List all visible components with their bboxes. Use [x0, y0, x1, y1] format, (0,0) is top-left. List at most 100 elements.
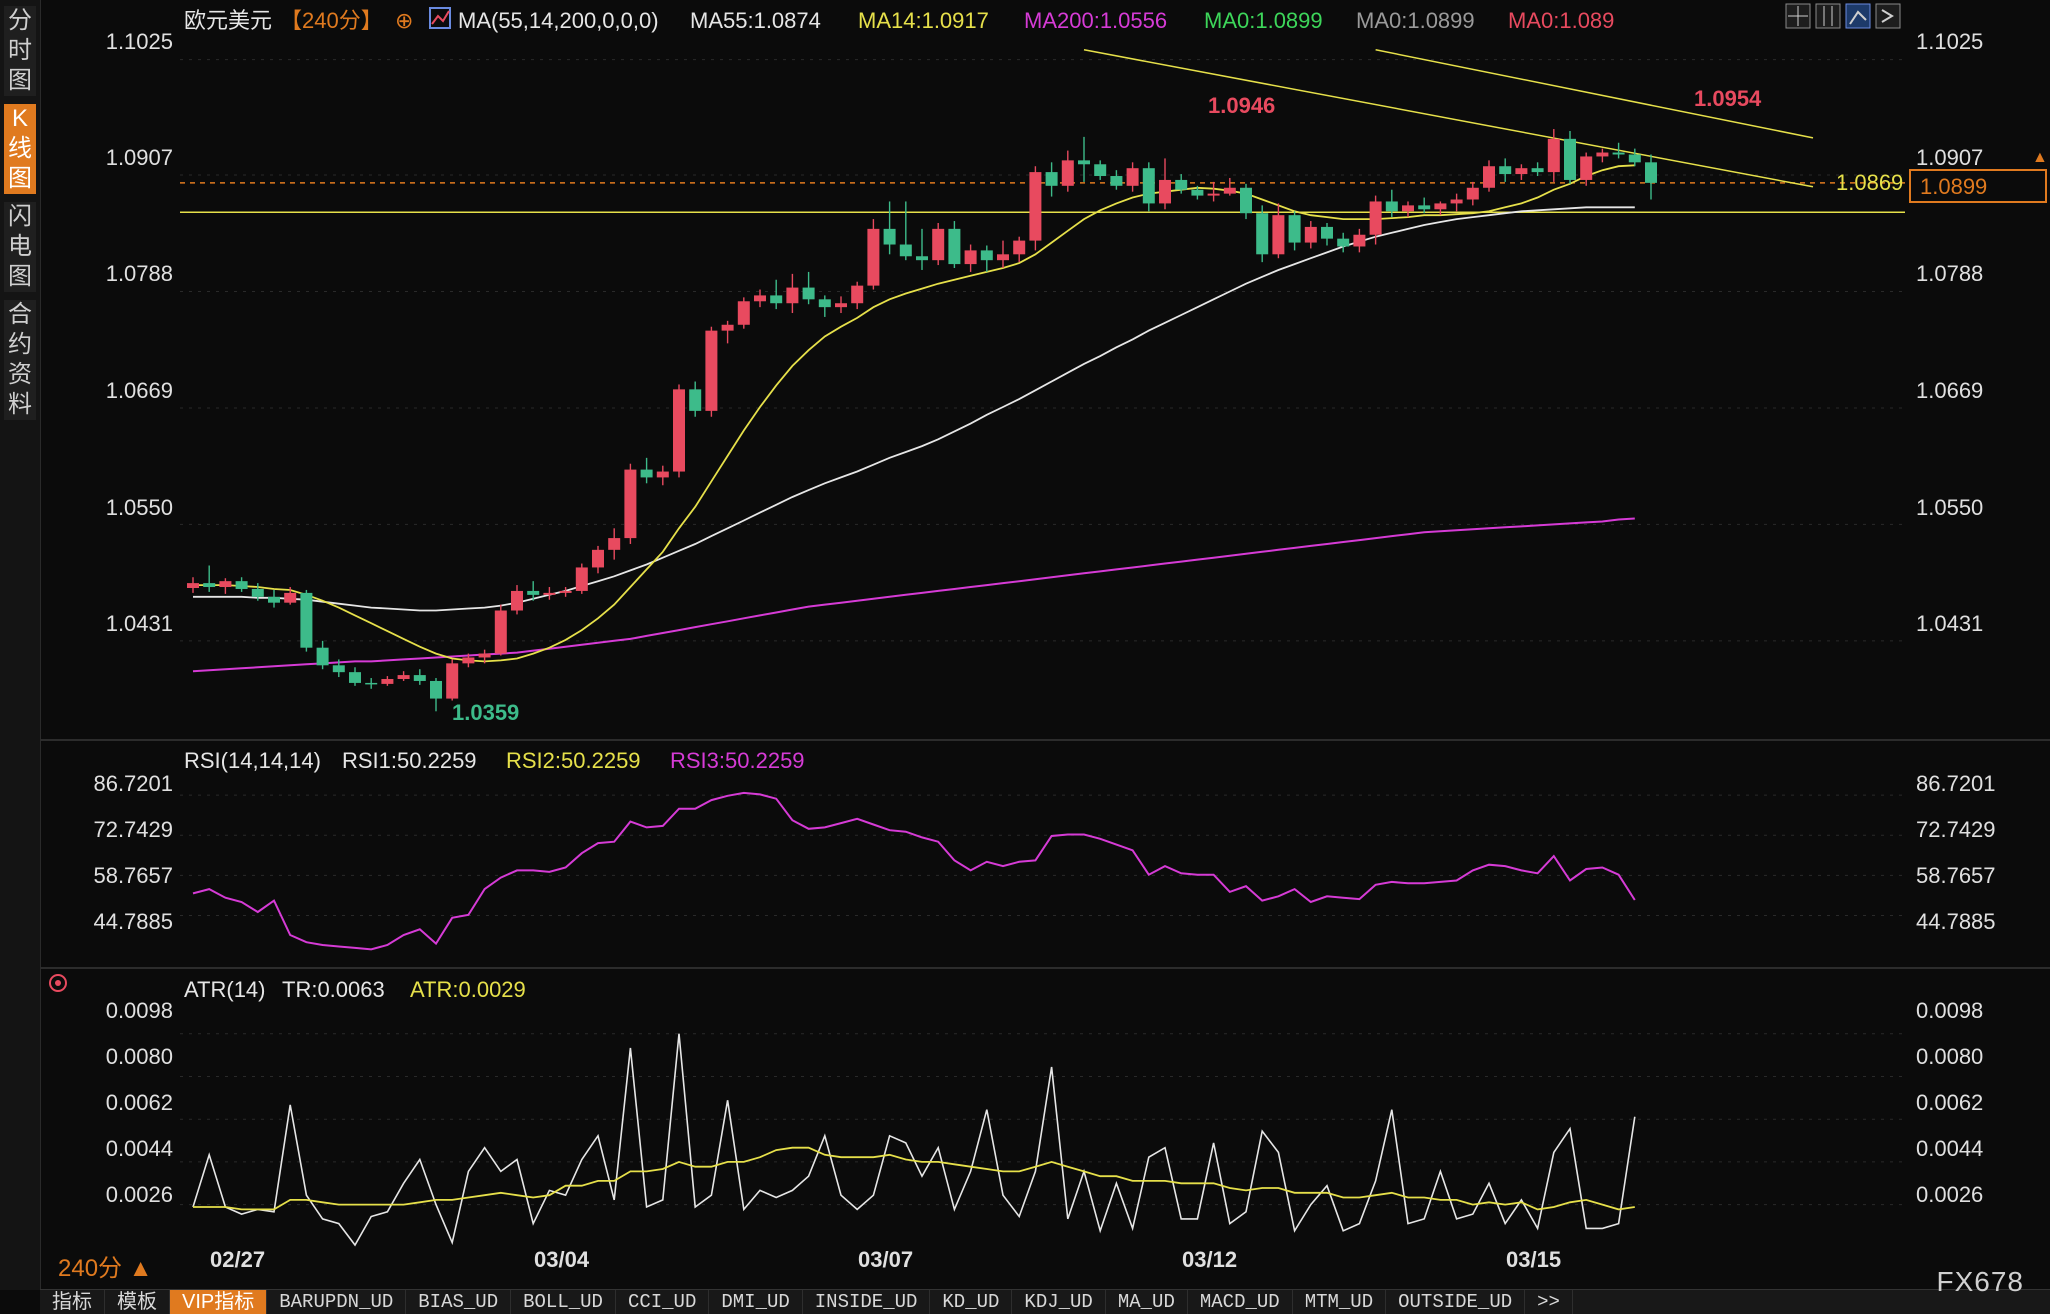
candle-body[interactable] — [413, 675, 426, 681]
candle-body[interactable] — [478, 653, 491, 658]
candle-body[interactable] — [592, 549, 604, 568]
candle-body[interactable] — [754, 295, 766, 302]
tab-mtm[interactable]: MTM_UD — [1293, 1290, 1387, 1314]
candle-body[interactable] — [397, 675, 410, 680]
candle-body[interactable] — [543, 592, 556, 595]
candle-body[interactable] — [948, 228, 961, 265]
trend-line[interactable] — [1083, 49, 1814, 188]
candle-body[interactable] — [1369, 201, 1382, 235]
tab-indicators[interactable]: 指标 — [40, 1290, 105, 1314]
trend-line[interactable] — [1375, 49, 1814, 139]
candle-body[interactable] — [1288, 215, 1301, 243]
candle-body[interactable] — [1191, 189, 1204, 196]
grid-icon[interactable] — [1815, 3, 1841, 29]
candle-body[interactable] — [575, 567, 588, 591]
candle-body[interactable] — [1596, 152, 1609, 157]
candle-body[interactable] — [883, 228, 896, 245]
candle-body[interactable] — [268, 596, 280, 603]
candle-body[interactable] — [1256, 213, 1269, 255]
rsi-panel[interactable] — [180, 791, 1905, 951]
candle-body[interactable] — [786, 287, 799, 304]
candle-body[interactable] — [1450, 199, 1463, 204]
candle-body[interactable] — [1272, 215, 1285, 255]
layout-icon[interactable] — [1785, 3, 1811, 29]
candle-body[interactable] — [1159, 179, 1171, 204]
candle-body[interactable] — [284, 592, 297, 603]
candle-body[interactable] — [1061, 160, 1074, 186]
candle-body[interactable] — [1078, 160, 1090, 165]
candle-body[interactable] — [365, 682, 378, 685]
candle-body[interactable] — [316, 647, 329, 666]
candle-body[interactable] — [673, 389, 685, 472]
candle-body[interactable] — [1612, 152, 1625, 155]
candle-body[interactable] — [899, 244, 912, 257]
candle-body[interactable] — [446, 663, 459, 699]
price-panel[interactable] — [180, 49, 1905, 712]
tab-inside[interactable]: INSIDE_UD — [803, 1290, 931, 1314]
candle-body[interactable] — [608, 538, 621, 550]
candle-body[interactable] — [964, 250, 977, 265]
candle-body[interactable] — [235, 581, 248, 589]
tab-ma[interactable]: MA_UD — [1106, 1290, 1188, 1314]
tab-kd[interactable]: KD_UD — [930, 1290, 1013, 1314]
candle-body[interactable] — [1304, 226, 1317, 243]
candle-body[interactable] — [1434, 203, 1447, 210]
draw-tool-icon[interactable] — [1845, 3, 1871, 29]
tab-templates[interactable]: 模板 — [105, 1290, 170, 1314]
candle-body[interactable] — [1110, 176, 1123, 186]
candle-body[interactable] — [1385, 201, 1398, 212]
tab-outside[interactable]: OUTSIDE_UD — [1386, 1290, 1526, 1314]
candle-body[interactable] — [932, 228, 945, 261]
candle-body[interactable] — [1402, 205, 1414, 212]
candle-body[interactable] — [1142, 168, 1155, 204]
candle-body[interactable] — [381, 679, 394, 684]
tab-more[interactable]: >> — [1525, 1290, 1573, 1314]
candle-body[interactable] — [1466, 187, 1479, 200]
candle-body[interactable] — [1337, 238, 1350, 247]
candle-body[interactable] — [300, 592, 313, 648]
candle-body[interactable] — [1094, 164, 1107, 177]
candle-body[interactable] — [462, 657, 475, 664]
candle-body[interactable] — [1547, 138, 1560, 173]
candle-body[interactable] — [851, 285, 864, 304]
candle-body[interactable] — [494, 610, 507, 654]
candle-body[interactable] — [559, 590, 572, 593]
candle-body[interactable] — [997, 254, 1009, 261]
candle-body[interactable] — [1353, 234, 1366, 247]
candle-body[interactable] — [916, 256, 928, 261]
tab-dmi[interactable]: DMI_UD — [709, 1290, 803, 1314]
candle-body[interactable] — [1240, 187, 1252, 214]
candle-body[interactable] — [1029, 172, 1042, 241]
candle-body[interactable] — [640, 469, 653, 478]
candle-body[interactable] — [737, 301, 750, 325]
candle-body[interactable] — [1645, 162, 1657, 183]
tab-barupdn[interactable]: BARUPDN_UD — [267, 1290, 407, 1314]
candle-body[interactable] — [1321, 226, 1333, 239]
candle-body[interactable] — [203, 583, 216, 588]
candle-body[interactable] — [1564, 138, 1576, 180]
period-selector[interactable]: 240分 ▲ — [58, 1255, 153, 1282]
candle-body[interactable] — [867, 228, 880, 286]
candle-body[interactable] — [802, 287, 815, 300]
candle-body[interactable] — [624, 469, 637, 539]
sidebar-tab-contract[interactable]: 合约资料 — [4, 300, 36, 420]
candle-body[interactable] — [1207, 193, 1220, 196]
tab-macd[interactable]: MACD_UD — [1188, 1290, 1293, 1314]
candle-body[interactable] — [187, 583, 199, 588]
candle-body[interactable] — [1126, 168, 1139, 186]
sidebar-tab-timeshare[interactable]: 分时图 — [4, 6, 36, 96]
candle-body[interactable] — [1628, 154, 1641, 163]
candle-body[interactable] — [251, 588, 264, 597]
atr-settings-icon[interactable] — [49, 974, 67, 992]
candle-body[interactable] — [721, 324, 734, 331]
candle-body[interactable] — [1531, 168, 1544, 173]
candle-body[interactable] — [1418, 205, 1431, 210]
sidebar-tab-kline[interactable]: K线图 — [4, 104, 36, 194]
tab-cci[interactable]: CCI_UD — [616, 1290, 710, 1314]
atr-panel[interactable] — [180, 1033, 1905, 1247]
candle-body[interactable] — [656, 471, 669, 478]
candle-body[interactable] — [1580, 156, 1593, 180]
indicator-icon[interactable] — [429, 7, 451, 29]
sidebar-tab-flash[interactable]: 闪电图 — [4, 202, 36, 292]
